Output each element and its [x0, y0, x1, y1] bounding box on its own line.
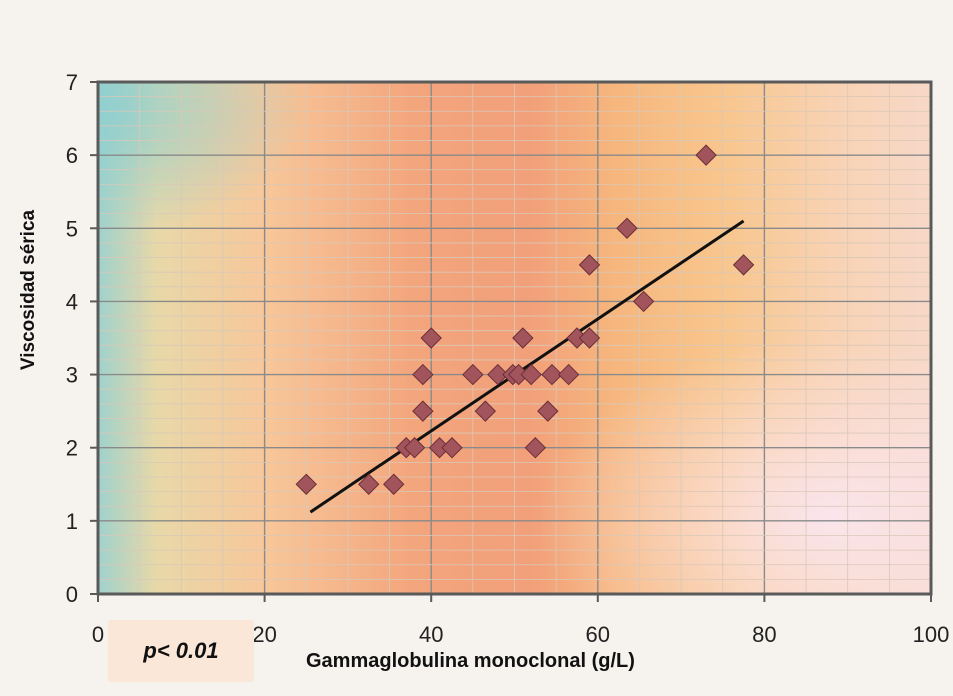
data-point [616, 217, 638, 239]
data-point [695, 144, 717, 166]
data-point [383, 473, 405, 495]
data-point [412, 363, 434, 386]
data-point [578, 327, 601, 349]
y-axis-label-text: Viscosidad sérica [18, 209, 40, 371]
x-tick-label: 80 [752, 622, 776, 647]
data-point [462, 363, 484, 386]
x-tick-label: 60 [586, 622, 610, 647]
data-point [520, 363, 542, 386]
plot-frame [96, 80, 933, 596]
y-tick-label: 2 [66, 436, 78, 461]
data-point [487, 363, 509, 386]
y-axis-label: Viscosidad sérica [12, 130, 46, 450]
data-point [474, 400, 497, 422]
data-point [412, 400, 434, 422]
data-point [295, 473, 317, 495]
y-tick-label: 6 [66, 143, 78, 168]
y-tick-label: 0 [66, 582, 78, 607]
y-tick-label: 5 [66, 216, 78, 241]
x-tick-label: 20 [252, 622, 276, 647]
data-point [537, 400, 559, 422]
data-point [541, 363, 563, 386]
trendline [309, 219, 745, 514]
p-value-text: p< 0.01 [143, 638, 219, 663]
data-points [295, 144, 755, 495]
data-point [557, 363, 580, 386]
data-point [524, 437, 547, 459]
y-axis-ticks: 0 1 2 3 4 5 6 7 [66, 70, 98, 607]
data-point [632, 290, 655, 313]
data-point [732, 254, 755, 276]
y-tick-label: 4 [66, 289, 78, 314]
data-point [420, 327, 442, 349]
x-axis-label: Gammaglobulina monoclonal (g/L) [306, 650, 635, 672]
y-tick-label: 3 [66, 363, 78, 388]
y-tick-label: 1 [66, 509, 78, 534]
trendline-group [309, 219, 745, 514]
grid [97, 81, 932, 595]
data-point [441, 437, 463, 459]
y-tick-label: 7 [66, 70, 78, 95]
data-point [358, 473, 380, 495]
p-value-box: p< 0.01 [108, 620, 254, 682]
data-point [403, 437, 426, 459]
x-axis-ticks: 0 20 40 60 80 100 [92, 594, 949, 647]
x-tick-label: 40 [419, 622, 443, 647]
x-tick-label: 100 [913, 622, 950, 647]
data-point [578, 254, 601, 276]
data-point [512, 327, 534, 349]
x-tick-label: 0 [92, 622, 104, 647]
